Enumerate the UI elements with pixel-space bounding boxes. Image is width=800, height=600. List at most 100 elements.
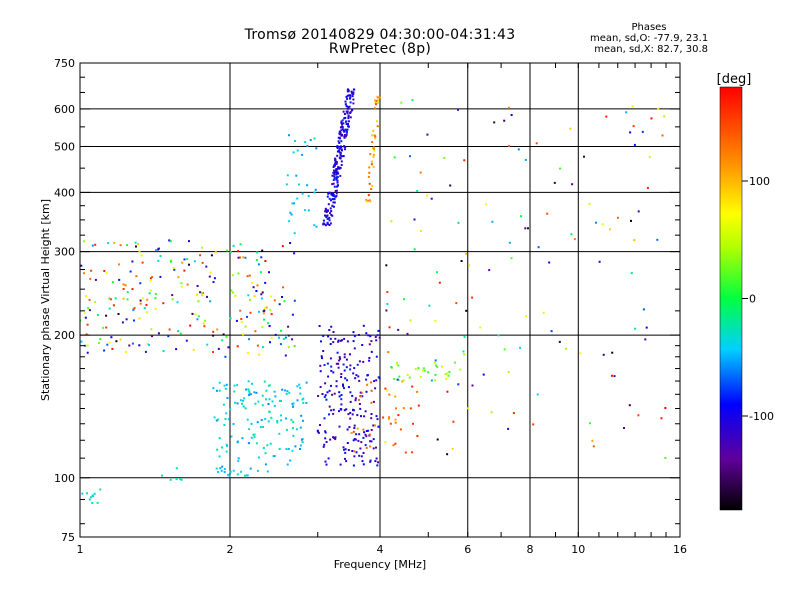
data-point xyxy=(151,335,153,338)
data-point xyxy=(224,418,227,420)
data-point xyxy=(285,448,288,450)
data-point xyxy=(348,426,351,429)
data-point xyxy=(141,261,144,264)
data-point xyxy=(601,223,604,226)
data-point xyxy=(605,115,608,118)
data-point xyxy=(304,209,306,212)
data-point xyxy=(242,256,245,259)
data-point xyxy=(347,114,350,117)
data-point xyxy=(309,139,312,141)
data-point xyxy=(239,256,241,259)
data-point xyxy=(357,375,360,378)
data-point xyxy=(148,292,151,295)
data-point xyxy=(80,264,83,267)
data-point xyxy=(262,447,265,449)
data-point xyxy=(294,445,297,448)
data-point xyxy=(362,452,365,454)
data-point xyxy=(169,240,172,243)
data-point xyxy=(289,459,292,462)
data-point xyxy=(254,402,257,405)
data-point xyxy=(330,199,332,202)
data-point xyxy=(217,471,219,473)
data-point xyxy=(459,368,462,371)
data-point xyxy=(402,379,405,382)
data-point xyxy=(188,240,190,243)
data-point xyxy=(135,275,138,278)
data-point xyxy=(465,309,468,312)
data-point xyxy=(344,103,347,106)
x-tick-label: 10 xyxy=(571,543,585,556)
data-point xyxy=(345,408,348,411)
data-point xyxy=(525,315,528,318)
data-point xyxy=(333,164,336,167)
data-point xyxy=(430,379,433,382)
data-point xyxy=(393,378,396,380)
data-point xyxy=(135,245,137,248)
data-point xyxy=(406,332,409,335)
data-point xyxy=(358,433,361,436)
data-point xyxy=(299,386,302,389)
data-point xyxy=(503,119,506,122)
data-point xyxy=(230,289,233,292)
data-point xyxy=(328,191,331,194)
data-point xyxy=(352,340,355,343)
data-point xyxy=(338,133,341,136)
data-point xyxy=(267,403,270,405)
data-point xyxy=(117,313,120,315)
data-point xyxy=(379,96,381,99)
data-point xyxy=(510,114,513,116)
data-point xyxy=(112,304,115,307)
chart-subtitle: RwPretec (8p) xyxy=(328,41,432,57)
data-point xyxy=(269,341,271,344)
data-point xyxy=(646,186,649,189)
data-point xyxy=(394,418,397,421)
data-point xyxy=(342,122,345,125)
data-point xyxy=(322,445,325,448)
data-point xyxy=(246,418,249,421)
data-point xyxy=(332,166,335,168)
data-point xyxy=(317,395,320,397)
data-point xyxy=(323,417,326,420)
data-point xyxy=(264,452,267,455)
data-point xyxy=(377,329,380,332)
data-point xyxy=(352,102,355,105)
data-point xyxy=(341,123,344,125)
data-point xyxy=(262,312,265,315)
data-point xyxy=(170,259,173,262)
data-point xyxy=(358,334,360,336)
data-point xyxy=(413,248,416,251)
data-point xyxy=(273,390,276,393)
data-point xyxy=(333,201,336,204)
data-point xyxy=(216,448,219,451)
data-point xyxy=(384,441,387,444)
data-point xyxy=(346,128,349,131)
data-point xyxy=(289,211,292,214)
data-point xyxy=(340,155,343,158)
data-point xyxy=(301,192,304,195)
data-point xyxy=(223,468,226,470)
data-point xyxy=(374,460,377,463)
data-point xyxy=(229,250,232,253)
data-point xyxy=(446,390,449,393)
x-tick-labels: 1 2 4 6 8 10 16 xyxy=(77,543,688,556)
data-point xyxy=(645,326,648,329)
data-point xyxy=(301,438,303,441)
data-point xyxy=(305,402,308,404)
data-point xyxy=(349,391,352,394)
data-point xyxy=(324,382,327,385)
y-tick-label: 500 xyxy=(54,140,75,153)
data-point xyxy=(247,442,250,445)
colorbar-tick-label: 0 xyxy=(749,293,756,306)
data-point xyxy=(244,407,247,410)
data-point xyxy=(332,331,335,333)
data-point xyxy=(608,228,611,231)
data-point xyxy=(374,387,377,390)
data-point xyxy=(625,111,628,114)
data-point xyxy=(91,502,94,504)
data-point xyxy=(591,439,594,442)
data-point xyxy=(375,379,378,382)
data-point xyxy=(660,417,663,420)
data-point xyxy=(346,442,349,444)
data-point xyxy=(373,149,376,152)
data-point xyxy=(296,399,299,402)
